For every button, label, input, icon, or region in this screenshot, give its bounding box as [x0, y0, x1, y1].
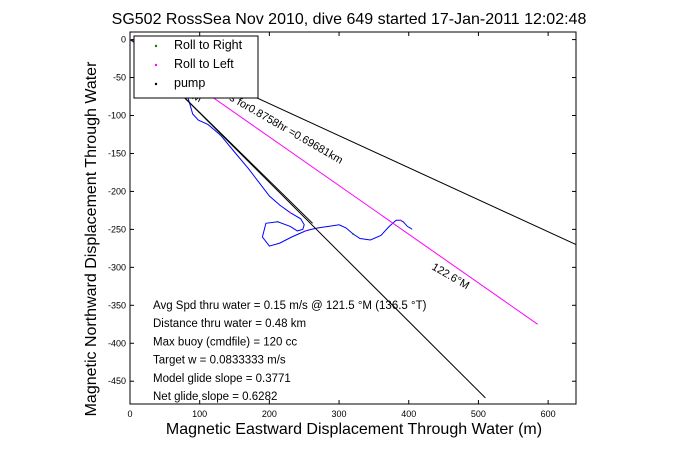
x-tick-label: 500	[471, 409, 486, 419]
y-tick-label: 0	[121, 35, 126, 45]
stats-line: Max buoy (cmdfile) = 120 cc	[153, 336, 297, 348]
roll-marker	[352, 233, 354, 235]
legend-marker	[154, 63, 158, 67]
series-line-track	[130, 39, 413, 247]
stats-line: Avg Spd thru water = 0.15 m/s @ 121.5 °M…	[153, 300, 427, 312]
y-tick-label: -300	[108, 262, 126, 272]
plot-area: 0 100 200 300 400 500 600 0 -50 -100 -150 -200 -250 -…	[108, 31, 577, 419]
y-tick-label: -200	[108, 186, 126, 196]
legend-marker	[154, 44, 158, 48]
x-tick-label: 200	[262, 409, 277, 419]
chart-annotation: 122.6°M	[430, 261, 472, 292]
stats-line: Distance thru water = 0.48 km	[153, 318, 306, 330]
y-tick-label: -100	[108, 111, 126, 121]
y-tick-label: -50	[113, 73, 126, 83]
legend-box	[133, 35, 259, 99]
roll-marker	[304, 230, 307, 232]
series-line-glide	[171, 84, 486, 399]
legend-label: Roll to Left	[174, 57, 234, 71]
y-tick-label: -350	[108, 300, 126, 310]
roll-marker	[289, 211, 292, 214]
stats-line: Target w = 0.0833333 m/s	[153, 355, 286, 367]
x-tick-label: 0	[127, 409, 132, 419]
y-tick-label: -400	[108, 338, 126, 348]
stats-line: Model glide slope = 0.3771	[153, 373, 291, 385]
x-tick-label: 100	[192, 409, 207, 419]
y-axis-label: Magnetic Northward Displacement Through …	[83, 61, 100, 416]
roll-marker	[399, 219, 402, 222]
legend-label: Roll to Right	[174, 38, 243, 52]
x-tick-label: 600	[541, 409, 556, 419]
x-tick-label: 300	[332, 409, 347, 419]
stats-line: Net glide slope = 0.6282	[153, 391, 277, 403]
x-tick-label: 400	[401, 409, 416, 419]
y-tick-label: -150	[108, 148, 126, 158]
chart-title: SG502 RossSea Nov 2010, dive 649 started…	[112, 11, 587, 28]
y-tick-label: -250	[108, 224, 126, 234]
roll-marker	[130, 38, 131, 41]
legend-label: pump	[174, 76, 205, 90]
series-line-glide	[171, 84, 313, 224]
legend-marker	[154, 82, 158, 86]
x-axis-label: Magnetic Eastward Displacement Through W…	[166, 421, 542, 438]
roll-marker	[219, 134, 222, 137]
axes-frame	[129, 31, 577, 405]
roll-marker	[276, 220, 279, 223]
y-tick-label: -450	[108, 376, 126, 386]
